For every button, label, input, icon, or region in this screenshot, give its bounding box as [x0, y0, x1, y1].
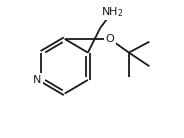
Text: NH$_2$: NH$_2$ — [101, 5, 124, 18]
Text: O: O — [105, 34, 114, 44]
Text: N: N — [33, 75, 41, 85]
